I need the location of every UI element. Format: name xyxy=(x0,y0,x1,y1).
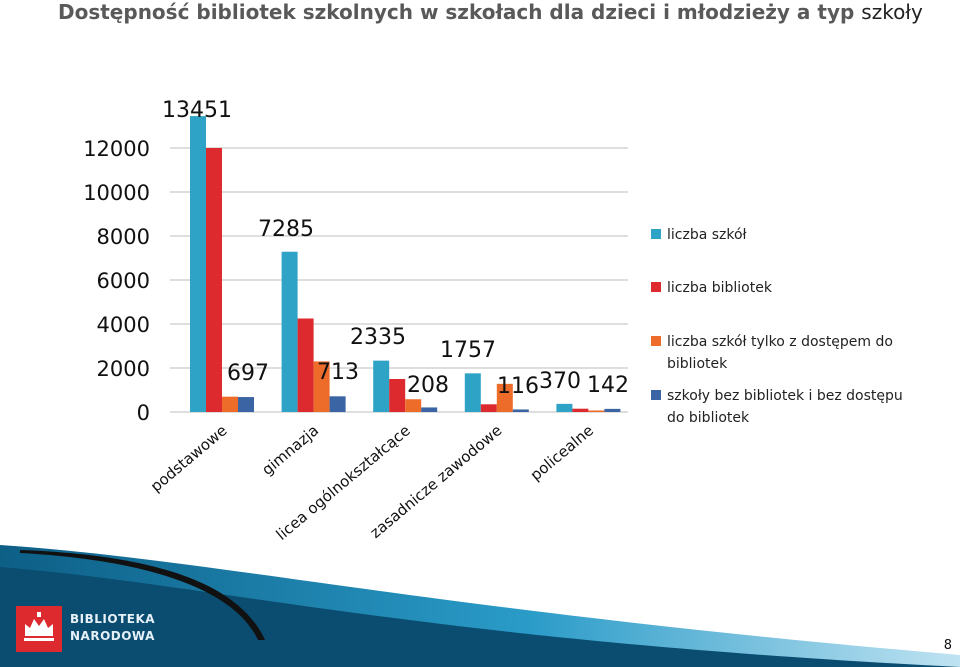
legend-swatch xyxy=(651,282,661,292)
y-tick-label: 0 xyxy=(137,401,150,425)
bar xyxy=(389,379,406,412)
logo-line-1: BIBLIOTEKA xyxy=(70,612,156,626)
y-tick-label: 10000 xyxy=(83,181,150,205)
x-category-label: policealne xyxy=(527,421,597,484)
bar xyxy=(329,396,346,412)
bar xyxy=(464,373,481,412)
chart-title: Dostępność bibliotek szkolnych w szkołac… xyxy=(58,0,948,24)
data-label: 2335 xyxy=(350,325,406,350)
bar xyxy=(206,148,222,412)
logo-wordmark: BIBLIOTEKA NARODOWA xyxy=(70,611,155,645)
legend-label: liczba szkół tylko z dostępem do bibliote… xyxy=(667,334,893,372)
chart-title-tail: szkoły xyxy=(861,0,923,24)
bar xyxy=(238,397,254,412)
y-tick-label: 6000 xyxy=(97,269,150,293)
data-label: 116 xyxy=(497,374,539,399)
legend-label: liczba bibliotek xyxy=(667,280,773,296)
legend-swatch xyxy=(651,336,661,346)
biblioteka-narodowa-logo xyxy=(16,606,62,656)
logo-line-2: NARODOWA xyxy=(70,629,155,643)
bar xyxy=(604,408,621,412)
bar xyxy=(373,360,390,412)
page-number: 8 xyxy=(943,638,952,653)
x-category-label: podstawowe xyxy=(147,421,231,495)
bar xyxy=(190,116,206,412)
bar xyxy=(496,383,513,412)
data-label: 697 xyxy=(227,361,269,386)
chart-title-main: Dostępność bibliotek szkolnych w szkołac… xyxy=(58,0,855,24)
legend: liczba szkół liczba bibliotek liczba szkół… xyxy=(651,227,903,426)
data-label: 13451 xyxy=(162,98,232,123)
x-category-label: gimnazja xyxy=(258,421,322,479)
bar xyxy=(588,410,605,412)
y-tick-label: 8000 xyxy=(97,225,150,249)
bar xyxy=(405,399,422,412)
y-tick-label: 12000 xyxy=(83,137,150,161)
footer-decoration xyxy=(0,545,960,667)
data-label: 1757 xyxy=(440,338,496,363)
data-label: 370 xyxy=(539,369,581,394)
bar xyxy=(572,408,589,412)
bar xyxy=(480,404,497,412)
legend-swatch xyxy=(651,229,661,239)
y-tick-label: 4000 xyxy=(97,313,150,337)
bar xyxy=(222,396,238,412)
y-tick-label: 2000 xyxy=(97,357,150,381)
legend-label: liczba szkół xyxy=(667,227,747,243)
bar xyxy=(556,403,573,412)
legend-swatch xyxy=(651,390,661,400)
bar xyxy=(313,361,330,412)
legend-label: szkoły bez bibliotek i bez dostępu do bib… xyxy=(667,388,903,426)
data-label: 208 xyxy=(407,373,449,398)
bar xyxy=(421,407,438,412)
bar xyxy=(281,251,298,412)
data-label: 142 xyxy=(587,373,629,398)
bar xyxy=(512,409,529,412)
bar xyxy=(297,318,314,412)
data-label: 713 xyxy=(317,360,359,385)
plot-area: 0 2000 4000 6000 8000 10000 12000 13451 7285 2335… xyxy=(83,98,629,544)
data-label: 7285 xyxy=(258,217,314,242)
